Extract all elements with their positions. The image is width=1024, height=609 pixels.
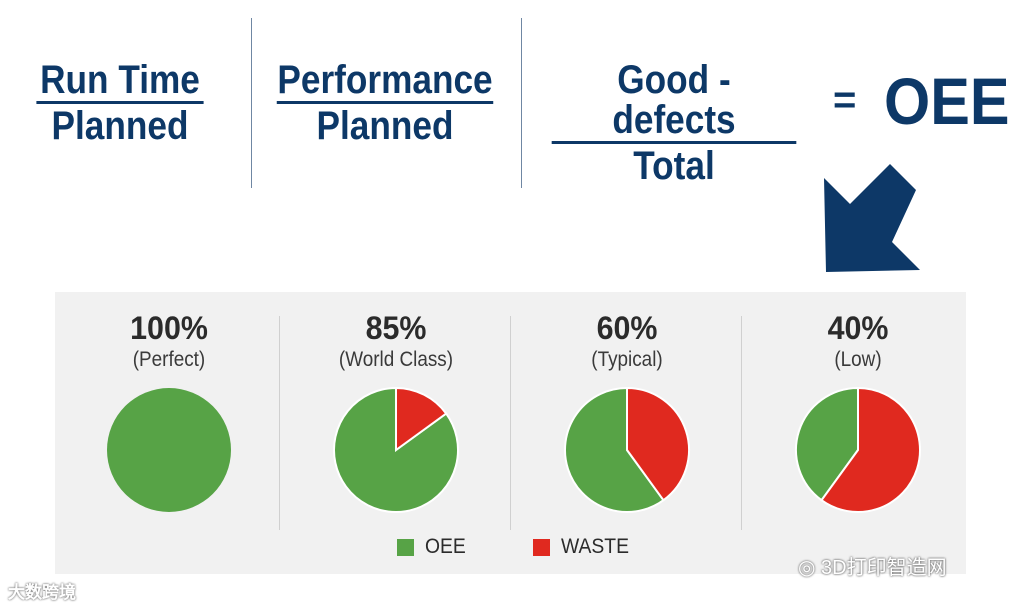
oee-pie-chart-panel: 100% (Perfect) 85% (World Class) 60% (Ty…	[55, 292, 966, 574]
legend-swatch	[397, 539, 414, 556]
fraction-numerator: Performance	[276, 58, 494, 104]
divider	[510, 316, 511, 530]
pie-percent-label: 100%	[130, 310, 208, 346]
watermark-right-text: 3D打印智造网	[821, 557, 947, 579]
fraction-denominator: Total	[633, 144, 715, 188]
performance-fraction: Performance Planned	[276, 58, 494, 148]
pie-percent-label: 60%	[596, 310, 658, 346]
pie-graphic	[333, 386, 459, 513]
legend-label: OEE	[425, 535, 466, 558]
legend-label: WASTE	[561, 535, 629, 558]
pie-slice-oee	[107, 388, 231, 512]
wechat-icon: ◎	[798, 557, 816, 579]
pie-subtitle: (Typical)	[591, 348, 663, 371]
oee-result: OEE	[884, 64, 1010, 138]
fraction-numerator: Good - defects	[551, 60, 797, 144]
pie-chart-world-class: 85% (World Class)	[282, 312, 510, 514]
pie-subtitle: (Low)	[834, 348, 882, 371]
pie-slice-oee	[795, 386, 859, 502]
equals-sign: =	[833, 78, 857, 122]
pie-chart-low: 40% (Low)	[744, 312, 972, 514]
fraction-denominator: Planned	[316, 104, 454, 148]
pie-percent-label: 40%	[827, 310, 889, 346]
watermark-right: ◎ 3D打印智造网	[798, 551, 947, 580]
pie-subtitle: (World Class)	[338, 348, 454, 371]
pie-slice-oee	[564, 386, 665, 513]
pie-chart-typical: 60% (Typical)	[513, 312, 741, 514]
pie-subtitle: (Perfect)	[132, 348, 206, 371]
pie-chart-perfect: 100% (Perfect)	[55, 312, 283, 514]
arrow-down-left-icon	[824, 164, 920, 272]
pie-slice-waste	[820, 386, 921, 513]
run-time-fraction: Run Time Planned	[36, 60, 204, 148]
divider	[251, 18, 252, 188]
pie-graphic	[107, 388, 231, 512]
pie-slice-waste	[626, 386, 690, 502]
pie-graphic	[564, 386, 690, 513]
divider	[521, 18, 522, 188]
pie-percent-label: 85%	[365, 310, 427, 346]
fraction-denominator: Planned	[51, 104, 189, 148]
pie-slice-waste	[395, 386, 448, 452]
watermark-left: 大数跨境	[8, 583, 76, 602]
divider	[741, 316, 742, 530]
divider	[279, 316, 280, 530]
fraction-numerator: Run Time	[36, 60, 204, 104]
legend-swatch	[533, 539, 550, 556]
pie-graphic	[795, 386, 921, 513]
quality-fraction: Good - defects Total	[551, 60, 797, 188]
